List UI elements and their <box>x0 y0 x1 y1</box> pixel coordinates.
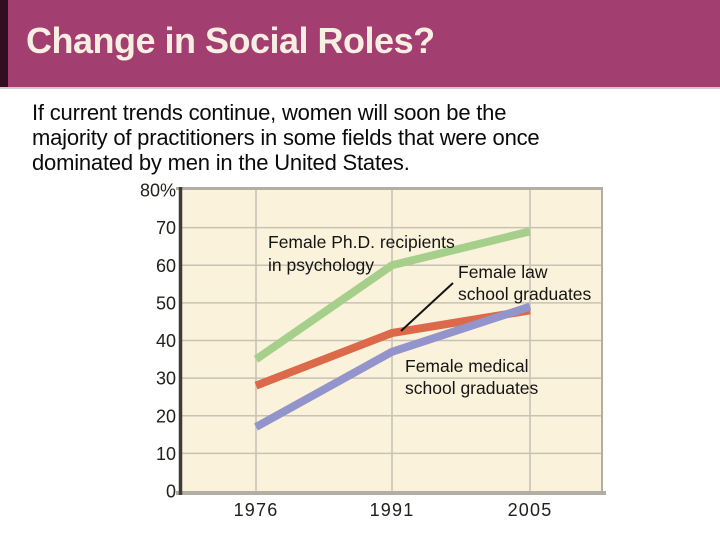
y-tick-label: 70 <box>156 218 176 238</box>
body-line-2: majority of practitioners in some fields… <box>32 125 540 150</box>
series-annotation-2-line-2: school graduates <box>405 378 539 398</box>
series-annotation-1-line-2: school graduates <box>458 284 592 304</box>
series-line-0 <box>253 227 531 363</box>
body-line-3: dominated by men in the United States. <box>32 150 410 175</box>
series-line-2 <box>254 302 532 431</box>
slide-title: Change in Social Roles? <box>26 19 435 61</box>
y-tick-label: 40 <box>156 331 176 351</box>
law-label-pointer-line <box>400 282 454 332</box>
y-tick-label: 80% <box>140 181 176 201</box>
x-tick-label: 1976 <box>234 500 279 520</box>
y-tick-label: 10 <box>156 444 176 464</box>
title-bar: Change in Social Roles? <box>0 0 720 89</box>
series-annotation-0-line-1: Female Ph.D. recipients <box>268 232 455 252</box>
body-line-1: If current trends continue, women will s… <box>32 100 507 125</box>
x-tick-label: 2005 <box>508 500 553 520</box>
y-tick-label: 30 <box>156 369 176 389</box>
series-annotation-0-line-2: in psychology <box>268 255 374 275</box>
y-tick-label: 0 <box>166 482 176 502</box>
title-bar-accent-strip <box>0 0 8 87</box>
y-tick-label: 20 <box>156 406 176 426</box>
series-annotation-2-line-1: Female medical <box>405 356 529 376</box>
y-tick-label: 60 <box>156 256 176 276</box>
y-tick-label: 50 <box>156 293 176 313</box>
x-tick-label: 1991 <box>370 500 415 520</box>
series-annotation-1-line-1: Female law <box>458 262 548 282</box>
slide-body-text: If current trends continue, women will s… <box>32 100 692 175</box>
